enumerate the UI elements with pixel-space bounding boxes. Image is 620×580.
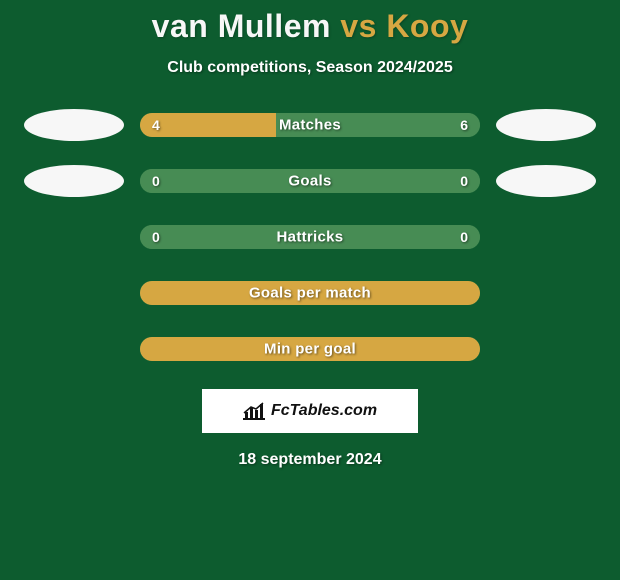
team-badge-left bbox=[24, 109, 124, 141]
stat-bar: 00Goals bbox=[140, 169, 480, 193]
bar-label: Min per goal bbox=[140, 341, 480, 358]
stat-row: 00Goals bbox=[0, 165, 620, 197]
stat-bar: Goals per match bbox=[140, 281, 480, 305]
bar-label: Hattricks bbox=[140, 229, 480, 246]
team-badge-left bbox=[24, 165, 124, 197]
brand-footer: FcTables.com bbox=[202, 389, 418, 433]
stat-row: Goals per match bbox=[0, 277, 620, 309]
stat-row: 00Hattricks bbox=[0, 221, 620, 253]
team-badge-right bbox=[496, 165, 596, 197]
stat-row: Min per goal bbox=[0, 333, 620, 365]
stat-bar: 00Hattricks bbox=[140, 225, 480, 249]
bar-label: Matches bbox=[140, 117, 480, 134]
bar-label: Goals bbox=[140, 173, 480, 190]
title-vs: vs bbox=[340, 8, 377, 44]
stat-row: 46Matches bbox=[0, 109, 620, 141]
bar-label: Goals per match bbox=[140, 285, 480, 302]
stat-bar: 46Matches bbox=[140, 113, 480, 137]
stats-rows: 46Matches 00Goals 00Hattricks Goals per mat… bbox=[0, 109, 620, 365]
date-text: 18 september 2024 bbox=[0, 451, 620, 469]
title-player1: van Mullem bbox=[152, 8, 331, 44]
stat-bar: Min per goal bbox=[140, 337, 480, 361]
page-title: van Mullem vs Kooy bbox=[0, 0, 620, 45]
title-player2: Kooy bbox=[386, 8, 468, 44]
comparison-infographic: van Mullem vs Kooy Club competitions, Se… bbox=[0, 0, 620, 580]
brand-text: FcTables.com bbox=[271, 402, 377, 420]
subtitle: Club competitions, Season 2024/2025 bbox=[0, 59, 620, 77]
bar-chart-icon bbox=[243, 402, 265, 420]
team-badge-right bbox=[496, 109, 596, 141]
